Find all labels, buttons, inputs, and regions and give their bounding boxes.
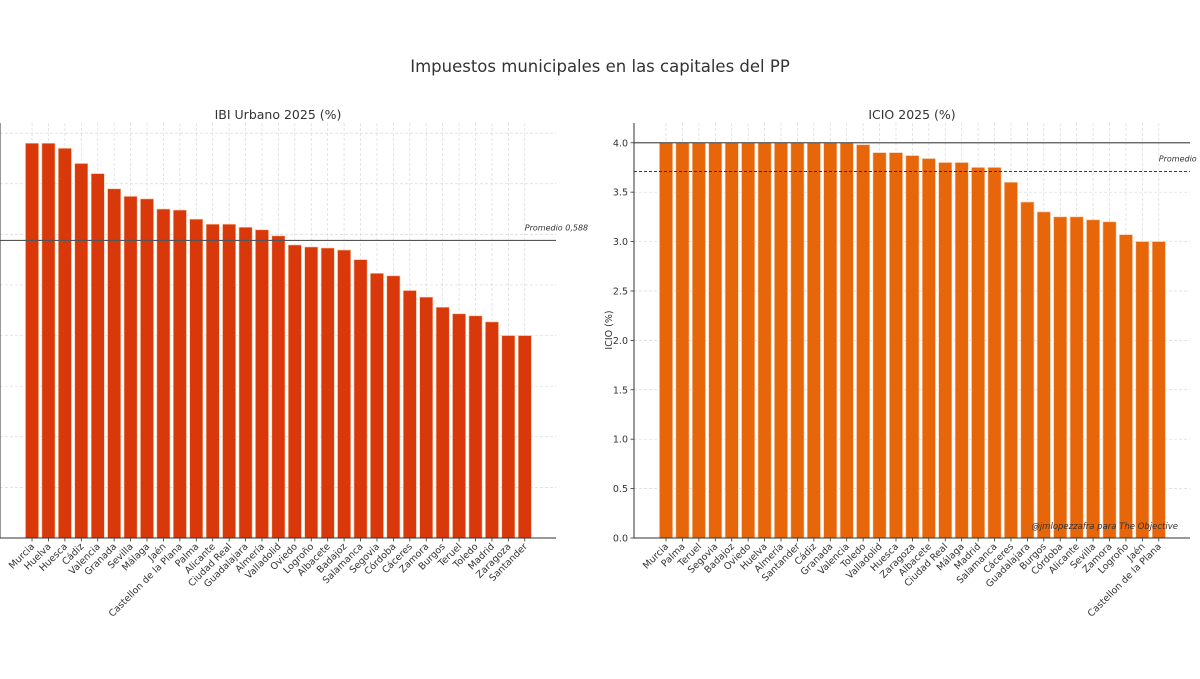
figure-title: Impuestos municipales en las capitales d… xyxy=(410,57,790,76)
bar-segovia xyxy=(370,273,384,539)
bar-toledo xyxy=(468,315,483,539)
bar-santander xyxy=(517,335,532,539)
y-tick-label: 3.0 xyxy=(613,237,628,248)
y-tick-label: 2.0 xyxy=(613,336,628,347)
bar-huesca xyxy=(889,152,903,539)
bar-palma xyxy=(189,218,204,539)
bar-toledo xyxy=(856,144,871,539)
bar-valencia xyxy=(839,142,854,539)
bar-logroño xyxy=(1119,234,1133,539)
bar-guadalajara xyxy=(1020,201,1035,539)
bar-albacete xyxy=(921,158,936,539)
bar-logroño xyxy=(304,246,319,539)
bar-cádiz xyxy=(806,142,821,539)
bar-oviedo xyxy=(287,244,302,539)
bar-oviedo xyxy=(741,142,756,539)
bar-albacete xyxy=(320,247,335,539)
bar-almería xyxy=(774,142,788,539)
average-label: Promedio xyxy=(1159,154,1197,163)
y-tick-label: 4.0 xyxy=(613,138,628,149)
bar-ciudad-real xyxy=(938,162,953,539)
bar-madrid xyxy=(485,321,499,539)
bar-burgos xyxy=(1036,211,1051,539)
bar-madrid xyxy=(971,167,985,539)
bar-teruel xyxy=(452,313,466,539)
y-tick-label: 3.5 xyxy=(613,188,628,199)
bar-huesca xyxy=(58,148,72,539)
bar-segovia xyxy=(708,142,723,539)
bar-valencia xyxy=(90,173,105,539)
y-axis-label: ICIO (%) xyxy=(604,310,615,349)
subplot-title: ICIO 2025 (%) xyxy=(868,107,955,122)
bar-huelva xyxy=(41,142,56,539)
bar-salamanca xyxy=(987,167,1002,539)
bar-málaga xyxy=(140,198,154,539)
bar-castellon-de-la-plana xyxy=(1151,241,1166,539)
y-tick-label: 0.5 xyxy=(613,484,628,495)
bar-huelva xyxy=(757,142,772,539)
bar-jaén xyxy=(1135,241,1150,539)
icio-chart: 0.00.51.01.52.02.53.03.54.0MurciaPalmaTe… xyxy=(604,107,1197,619)
bar-sevilla xyxy=(123,196,138,539)
bar-jaén xyxy=(156,208,171,539)
bar-teruel xyxy=(692,142,706,539)
bar-almería xyxy=(255,229,269,539)
bar-zamora xyxy=(419,296,434,539)
bar-granada xyxy=(823,142,838,539)
y-tick-label: 2.5 xyxy=(613,286,628,297)
bar-murcia xyxy=(25,142,39,539)
bar-santander xyxy=(790,142,805,539)
ibi-chart: MurciaHuelvaHuescaCádizValenciaGranadaSe… xyxy=(0,107,588,619)
bar-cáceres xyxy=(402,290,417,539)
bar-badajoz xyxy=(724,142,739,539)
bar-alicante xyxy=(205,223,220,539)
bar-badajoz xyxy=(337,249,351,539)
y-tick-label: 1.0 xyxy=(613,435,628,446)
bar-guadalajara xyxy=(238,226,253,539)
subplot-title: IBI Urbano 2025 (%) xyxy=(215,107,342,122)
bar-cáceres xyxy=(1004,181,1018,539)
watermark: @jmlopezzafra para The Objective xyxy=(1031,522,1178,532)
bar-málaga xyxy=(954,162,969,539)
bar-sevilla xyxy=(1086,219,1100,539)
y-tick-label: 0.0 xyxy=(613,534,628,545)
bar-burgos xyxy=(435,306,450,539)
bar-cádiz xyxy=(74,163,89,539)
bar-salamanca xyxy=(353,259,368,539)
bar-zaragoza xyxy=(501,335,516,539)
bar-córdoba xyxy=(386,275,401,539)
bar-ciudad-real xyxy=(222,223,237,539)
bar-castellon-de-la-plana xyxy=(172,209,187,539)
bar-zamora xyxy=(1102,221,1117,539)
bar-alicante xyxy=(1069,216,1084,539)
bar-valladolid xyxy=(872,152,887,539)
y-tick-label: 1.5 xyxy=(613,385,628,396)
bar-córdoba xyxy=(1053,216,1068,539)
bar-granada xyxy=(107,188,122,539)
bar-zaragoza xyxy=(905,155,920,539)
average-label: Promedio 0,588 xyxy=(525,223,588,232)
bar-palma xyxy=(675,142,690,539)
bar-murcia xyxy=(659,142,673,539)
bar-valladolid xyxy=(271,235,286,539)
